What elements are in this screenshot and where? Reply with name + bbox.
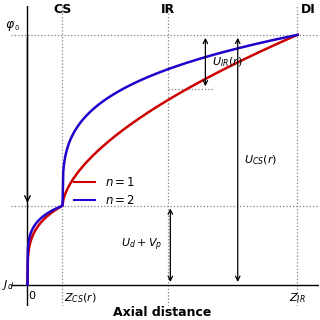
Text: $Z_{IR}$: $Z_{IR}$ (289, 291, 306, 305)
Text: $\varphi$: $\varphi$ (5, 19, 15, 33)
Text: $U_d+V_p$: $U_d+V_p$ (121, 237, 162, 253)
Text: $U_{IR}(r)$: $U_{IR}(r)$ (212, 55, 243, 69)
Text: 0: 0 (28, 291, 36, 301)
Text: IR: IR (161, 3, 175, 16)
Text: DI: DI (300, 3, 315, 16)
Legend: $n = 1$, $n = 2$: $n = 1$, $n = 2$ (69, 172, 140, 212)
Text: $J_d$: $J_d$ (2, 278, 14, 292)
Text: CS: CS (53, 3, 72, 16)
Text: $Z_{CS}(r)$: $Z_{CS}(r)$ (64, 291, 97, 305)
Text: Axial distance: Axial distance (113, 306, 212, 319)
Text: $_0$: $_0$ (14, 23, 20, 33)
Text: $U_{CS}(r)$: $U_{CS}(r)$ (244, 153, 278, 167)
